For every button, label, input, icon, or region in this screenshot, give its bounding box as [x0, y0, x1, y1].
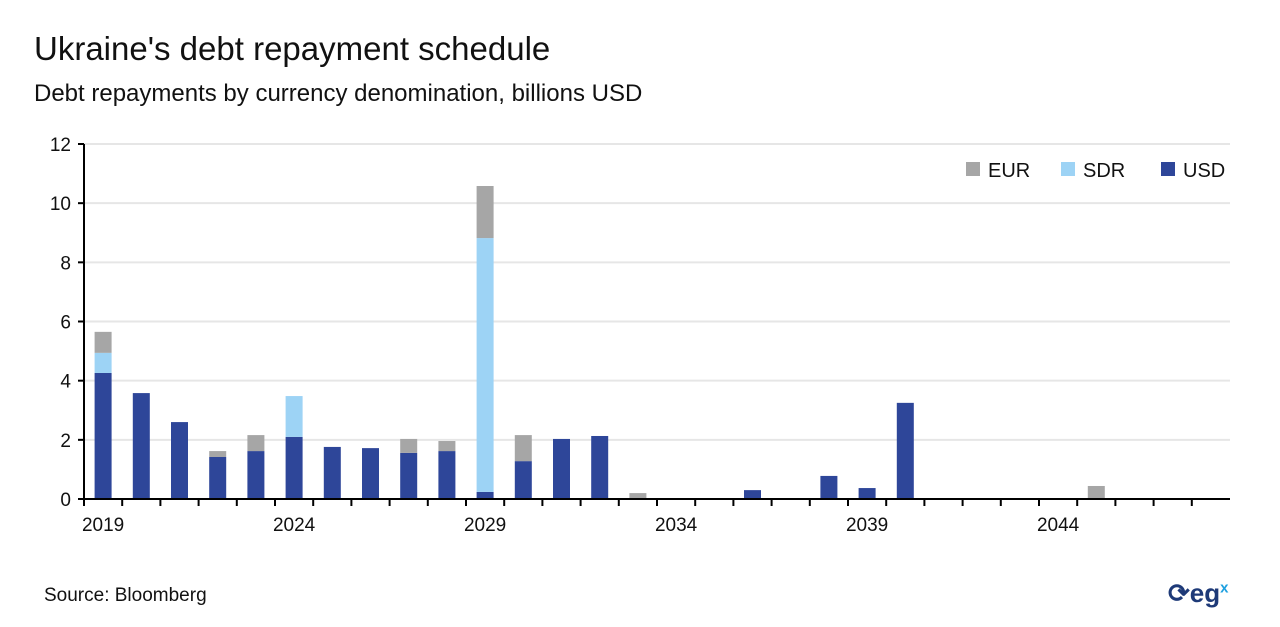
bar-usd-2038: [820, 475, 838, 499]
source-note: Source: Bloomberg: [44, 585, 207, 606]
chart-subtitle: Debt repayments by currency denomination…: [34, 80, 643, 107]
bar-eur-2027: [400, 438, 418, 453]
legend-label-usd: USD: [1183, 160, 1225, 182]
bar-usd-2027: [400, 452, 418, 499]
x-tick-label: 2034: [655, 515, 698, 536]
x-tick-label: 2024: [273, 515, 316, 536]
bar-eur-2023: [247, 435, 265, 452]
bar-usd-2019: [94, 372, 112, 499]
y-tick-label: 2: [60, 431, 71, 452]
bar-usd-2031: [553, 438, 570, 499]
bar-sdr-2019: [94, 352, 112, 373]
bar-sdr-2024: [285, 396, 303, 437]
bar-usd-2036: [744, 490, 761, 499]
y-tick-label: 6: [60, 313, 71, 334]
bar-usd-2030: [514, 461, 532, 499]
bar-eur-2030: [514, 435, 532, 462]
bar-sdr-2029: [476, 238, 494, 492]
x-tick-label: 2039: [846, 515, 888, 536]
bar-eur-2029: [476, 186, 494, 239]
y-tick-label: 8: [60, 253, 71, 274]
legend-swatch-eur: [966, 162, 980, 176]
bar-eur-2045: [1087, 485, 1105, 499]
x-tick-label: 2019: [82, 515, 124, 536]
bar-usd-2039: [858, 488, 876, 499]
y-tick-label: 12: [50, 135, 71, 156]
bar-usd-2025: [323, 446, 341, 499]
logo-sup: x: [1220, 579, 1229, 597]
logo-text: eg: [1189, 578, 1221, 608]
y-tick-label: 4: [60, 372, 71, 393]
logo-icon: ⟳: [1168, 578, 1190, 608]
y-tick-label: 0: [60, 490, 71, 511]
bar-usd-2032: [591, 435, 609, 499]
bar-usd-2024: [285, 436, 303, 499]
bar-usd-2021: [171, 422, 188, 499]
bar-usd-2028: [438, 451, 456, 499]
bar-usd-2020: [132, 393, 150, 499]
bar-usd-2026: [362, 448, 379, 499]
bar-usd-2029: [476, 491, 494, 499]
legend-label-sdr: SDR: [1083, 160, 1125, 182]
y-tick-label: 10: [50, 194, 71, 215]
bar-eur-2022: [209, 451, 227, 457]
x-tick-label: 2044: [1037, 515, 1080, 536]
bar-usd-2023: [247, 451, 265, 499]
bar-eur-2028: [438, 441, 456, 452]
egx-logo: ⟳egx: [1168, 578, 1228, 609]
bar-usd-2022: [209, 456, 227, 499]
legend-swatch-usd: [1161, 162, 1175, 176]
bar-usd-2040: [896, 402, 914, 499]
bar-eur-2019: [94, 331, 112, 353]
legend-label-eur: EUR: [988, 160, 1030, 182]
x-tick-label: 2029: [464, 515, 506, 536]
legend-swatch-sdr: [1061, 162, 1075, 176]
bar-eur-2033: [629, 493, 647, 499]
chart-title: Ukraine's debt repayment schedule: [34, 30, 551, 67]
